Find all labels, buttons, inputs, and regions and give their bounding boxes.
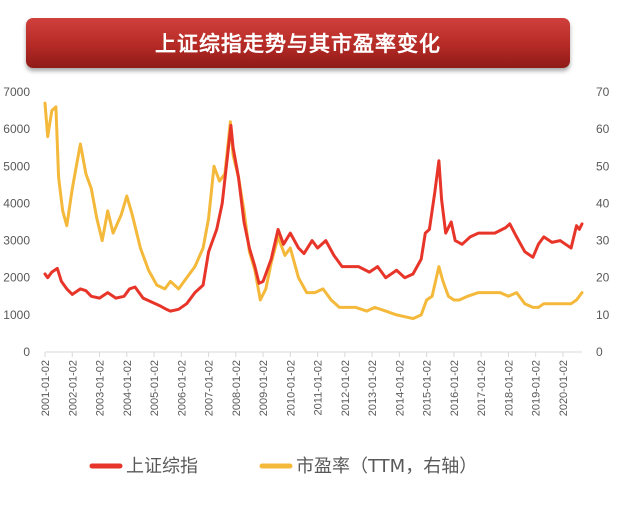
x-tick-label: 2018-01-02 xyxy=(503,360,515,416)
x-tick-label: 2006-01-02 xyxy=(176,360,188,416)
y-left-tick-label: 0 xyxy=(23,345,30,359)
x-tick-label: 2009-01-02 xyxy=(258,360,270,416)
y-left-tick-label: 6000 xyxy=(3,122,30,136)
chart-axes: 0 1000 2000 3000 4000 5000 6000 7000 0 10 20 30 40 50… xyxy=(3,85,609,416)
series-line-shanghai-index xyxy=(43,123,584,313)
x-tick-label: 2001-01-02 xyxy=(40,360,52,416)
x-tick-label: 2016-01-02 xyxy=(449,360,461,416)
y-right-tick-label: 70 xyxy=(596,85,610,99)
y-left-tick-label: 2000 xyxy=(3,271,30,285)
y-right-tick-label: 40 xyxy=(596,196,610,210)
y-left-tick-label: 3000 xyxy=(3,234,30,248)
y-right-tick-label: 30 xyxy=(596,234,610,248)
x-tick-label: 2008-01-02 xyxy=(231,360,243,416)
y-left-tick-label: 7000 xyxy=(3,85,30,99)
x-tick-label: 2014-01-02 xyxy=(394,360,406,416)
legend-label-pe-ratio: 市盈率（TTM，右轴） xyxy=(296,456,477,477)
y-left-tick-label: 5000 xyxy=(3,159,30,173)
x-tick-label: 2015-01-02 xyxy=(422,360,434,416)
y-right-tick-label: 0 xyxy=(596,345,603,359)
x-tick-label: 2010-01-02 xyxy=(285,360,297,416)
y-right-tick-label: 20 xyxy=(596,271,610,285)
chart-legend: 上证综指 市盈率（TTM，右轴） xyxy=(89,456,477,477)
legend-label-shanghai-index: 上证综指 xyxy=(126,456,198,477)
x-tick-label: 2013-01-02 xyxy=(367,360,379,416)
x-tick-label: 2004-01-02 xyxy=(122,360,134,416)
chart-series xyxy=(43,101,584,321)
x-tick-label: 2019-01-02 xyxy=(531,360,543,416)
x-tick-label: 2007-01-02 xyxy=(204,360,216,416)
x-tick-label: 2002-01-02 xyxy=(67,360,79,416)
y-right-tick-label: 10 xyxy=(596,308,610,322)
y-left-tick-label: 4000 xyxy=(3,196,30,210)
y-right-tick-label: 60 xyxy=(596,122,610,136)
y-left-tick-label: 1000 xyxy=(3,308,30,322)
x-tick-label: 2011-01-02 xyxy=(313,360,325,415)
chart-title: 上证综指走势与其市盈率变化 xyxy=(155,32,441,56)
x-tick-label: 2005-01-02 xyxy=(149,360,161,416)
x-tick-label: 2003-01-02 xyxy=(95,360,107,416)
x-tick-label: 2017-01-02 xyxy=(476,360,488,416)
y-right-tick-label: 50 xyxy=(596,159,610,173)
x-tick-label: 2012-01-02 xyxy=(340,360,352,416)
series-line-pe-ratio xyxy=(43,101,584,321)
chart-title-banner: 上证综指走势与其市盈率变化 xyxy=(26,18,570,68)
x-tick-label: 2020-01-02 xyxy=(558,360,570,416)
